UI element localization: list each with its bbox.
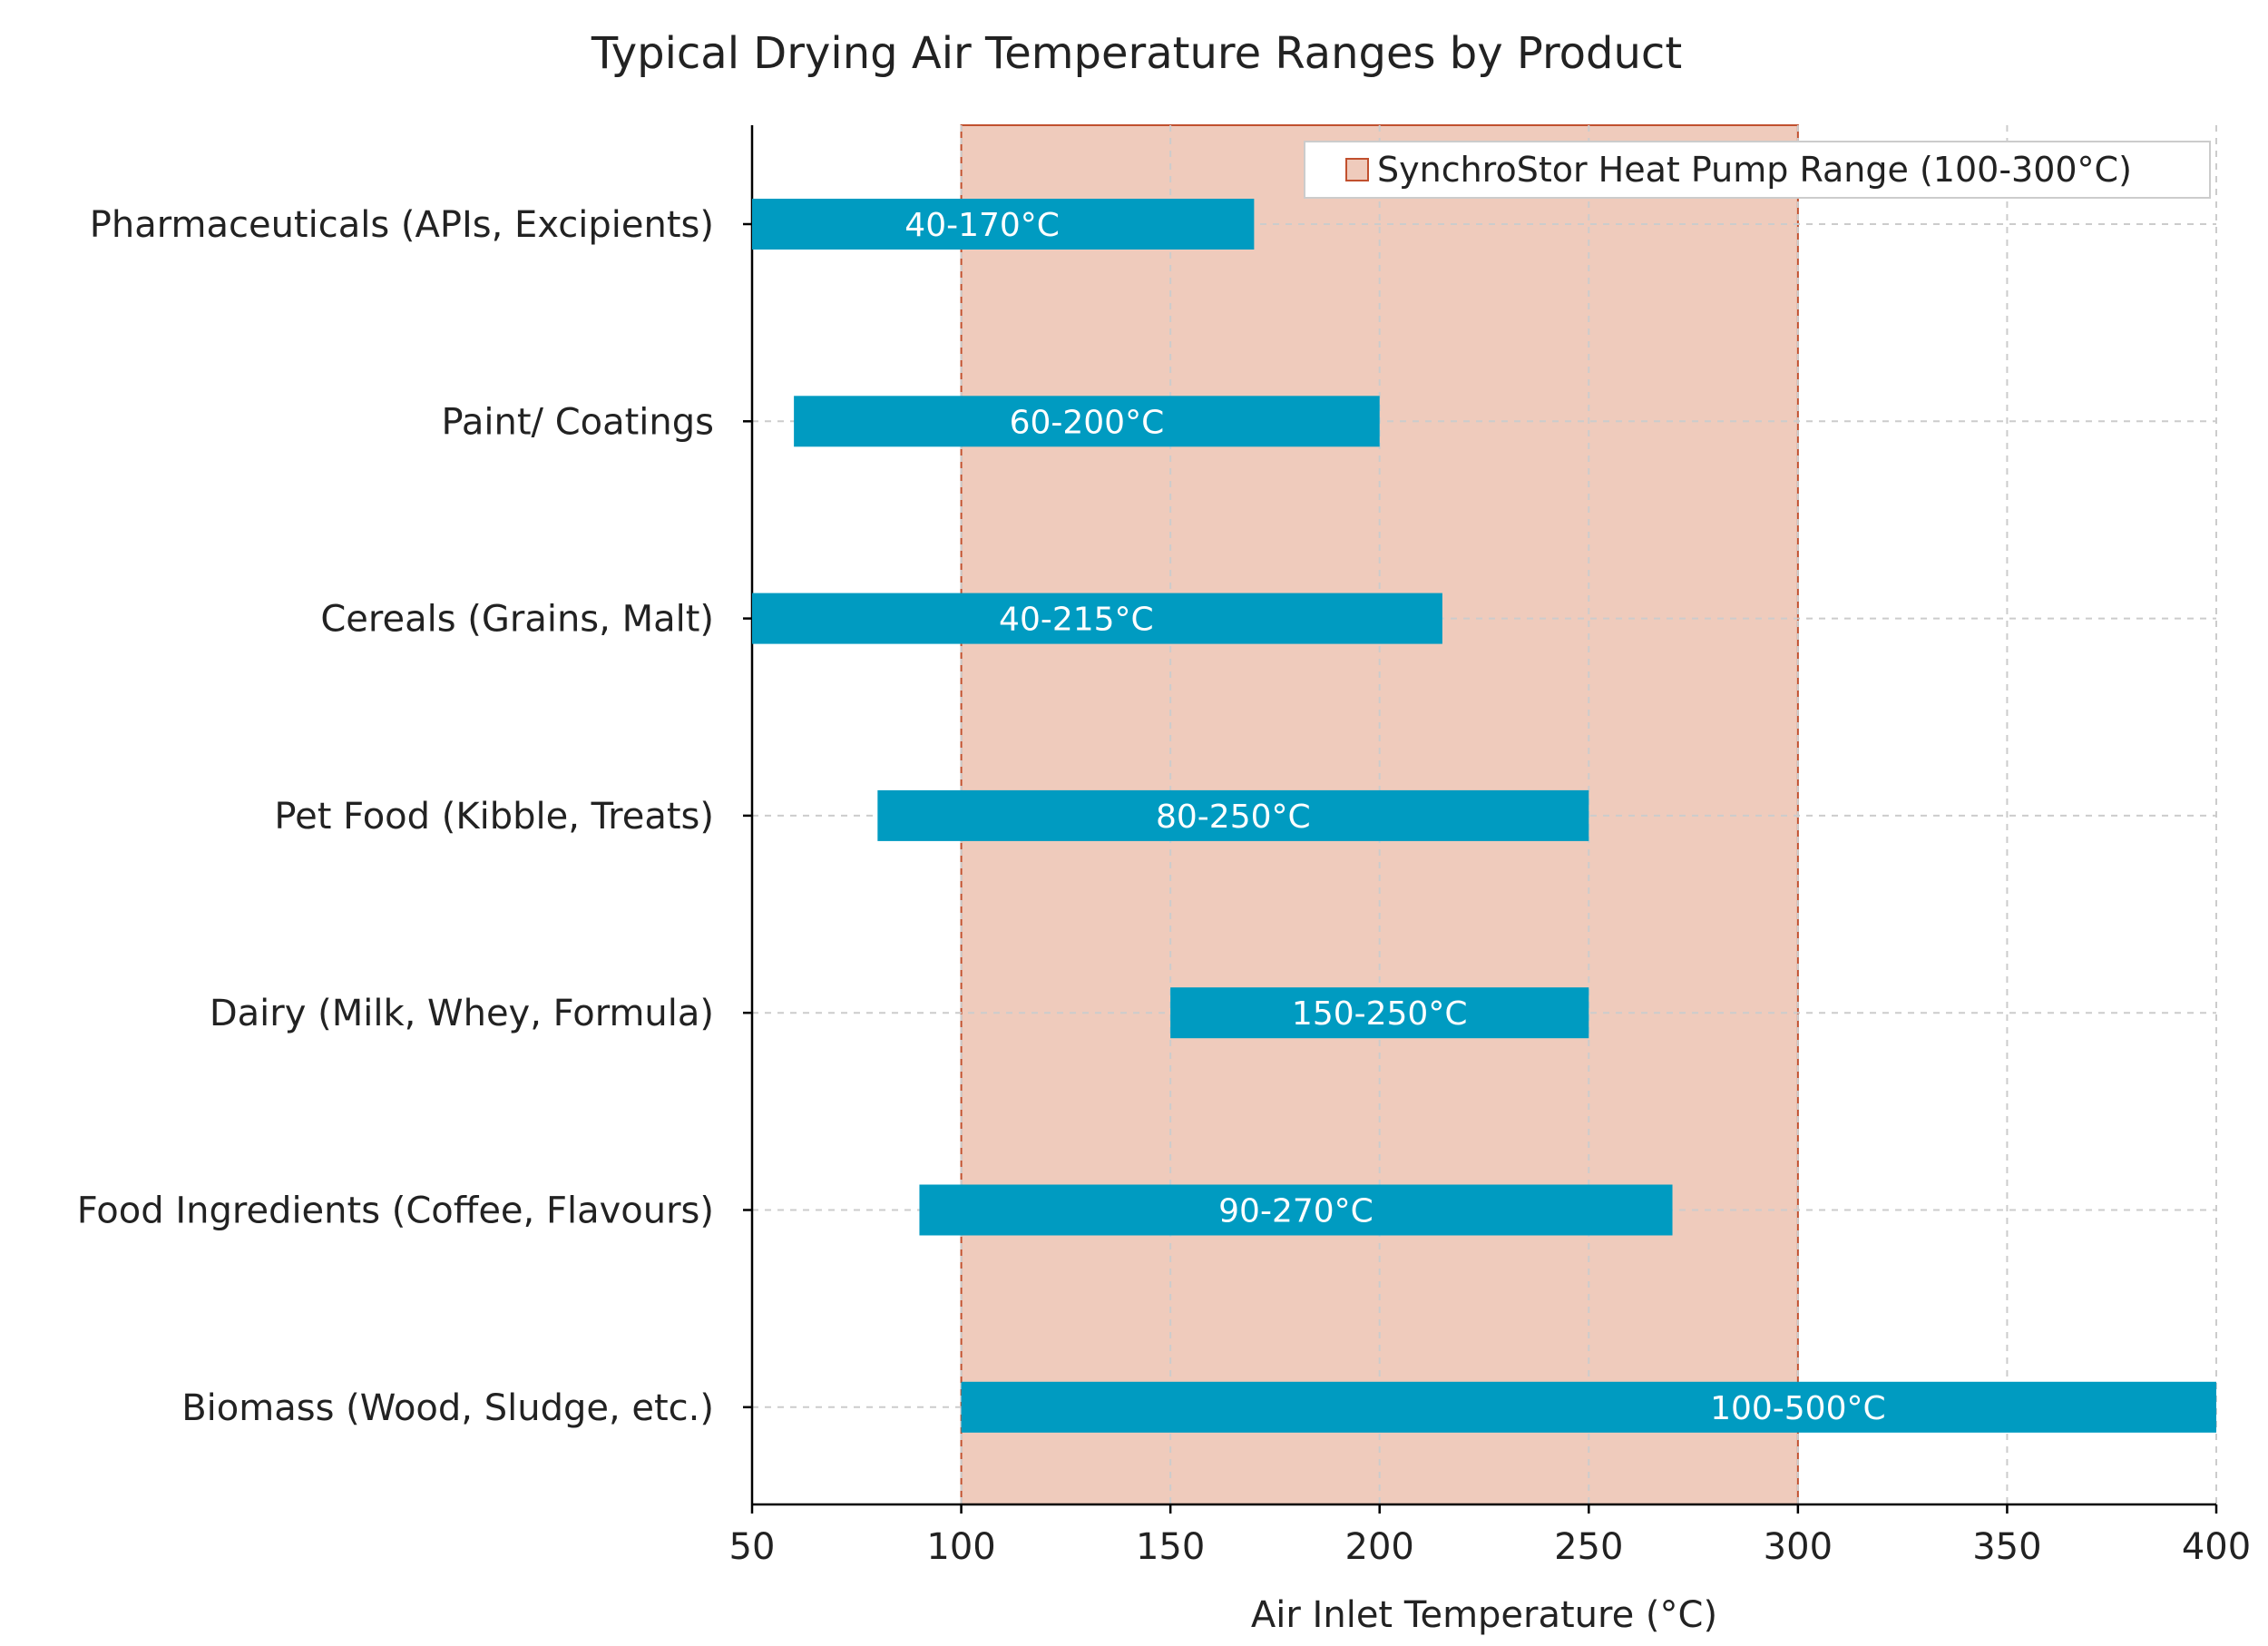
range-bar-label-3: 40-215°C [999,602,1154,639]
legend-box [1304,141,2211,199]
x-tick-label-50: 50 [729,1526,776,1568]
legend-swatch [1345,158,1369,181]
range-bar-7 [961,1381,2216,1433]
range-bar-4 [877,789,1589,841]
range-bar-2 [794,396,1380,447]
category-label-6: Food Ingredients (Coffee, Flavours) [77,1190,714,1232]
range-bar-5 [1170,987,1589,1039]
x-tick-label-300: 300 [1764,1526,1833,1568]
plot-area: 50 100 150 200 250 300 350 400 Pharmaceuticals (… [77,124,2251,1568]
range-bar-label-1: 40-170°C [904,207,1060,244]
range-bar-label-6: 90-270°C [1218,1193,1374,1230]
range-bar-label-4: 80-250°C [1156,799,1311,836]
category-label-7: Biomass (Wood, Sludge, etc.) [181,1387,714,1429]
x-tick-label-150: 150 [1136,1526,1205,1568]
range-bar-1 [752,199,1255,250]
range-bar-label-2: 60-200°C [1010,404,1165,441]
category-label-4: Pet Food (Kibble, Treats) [274,796,714,838]
range-bar-6 [919,1184,1673,1236]
x-tick-label-250: 250 [1554,1526,1623,1568]
x-tick-label-350: 350 [1972,1526,2041,1568]
x-tick-label-200: 200 [1345,1526,1414,1568]
range-bar-3 [752,593,1442,644]
legend-label: SynchroStor Heat Pump Range (100-300°C) [1377,150,2132,190]
category-label-2: Paint/ Coatings [442,401,714,443]
category-label-5: Dairy (Milk, Whey, Formula) [210,993,714,1034]
x-tick-label-400: 400 [2182,1526,2251,1568]
chart-title: Typical Drying Air Temperature Ranges by… [591,28,1682,79]
x-tick-label-100: 100 [926,1526,995,1568]
category-label-3: Cereals (Grains, Malt) [320,599,714,641]
category-label-1: Pharmaceuticals (APIs, Excipients) [90,204,714,246]
range-bar-label-5: 150-250°C [1292,995,1468,1033]
range-bar-label-7: 100-500°C [1710,1390,1886,1427]
x-axis-title: Air Inlet Temperature (°C) [1251,1594,1717,1636]
